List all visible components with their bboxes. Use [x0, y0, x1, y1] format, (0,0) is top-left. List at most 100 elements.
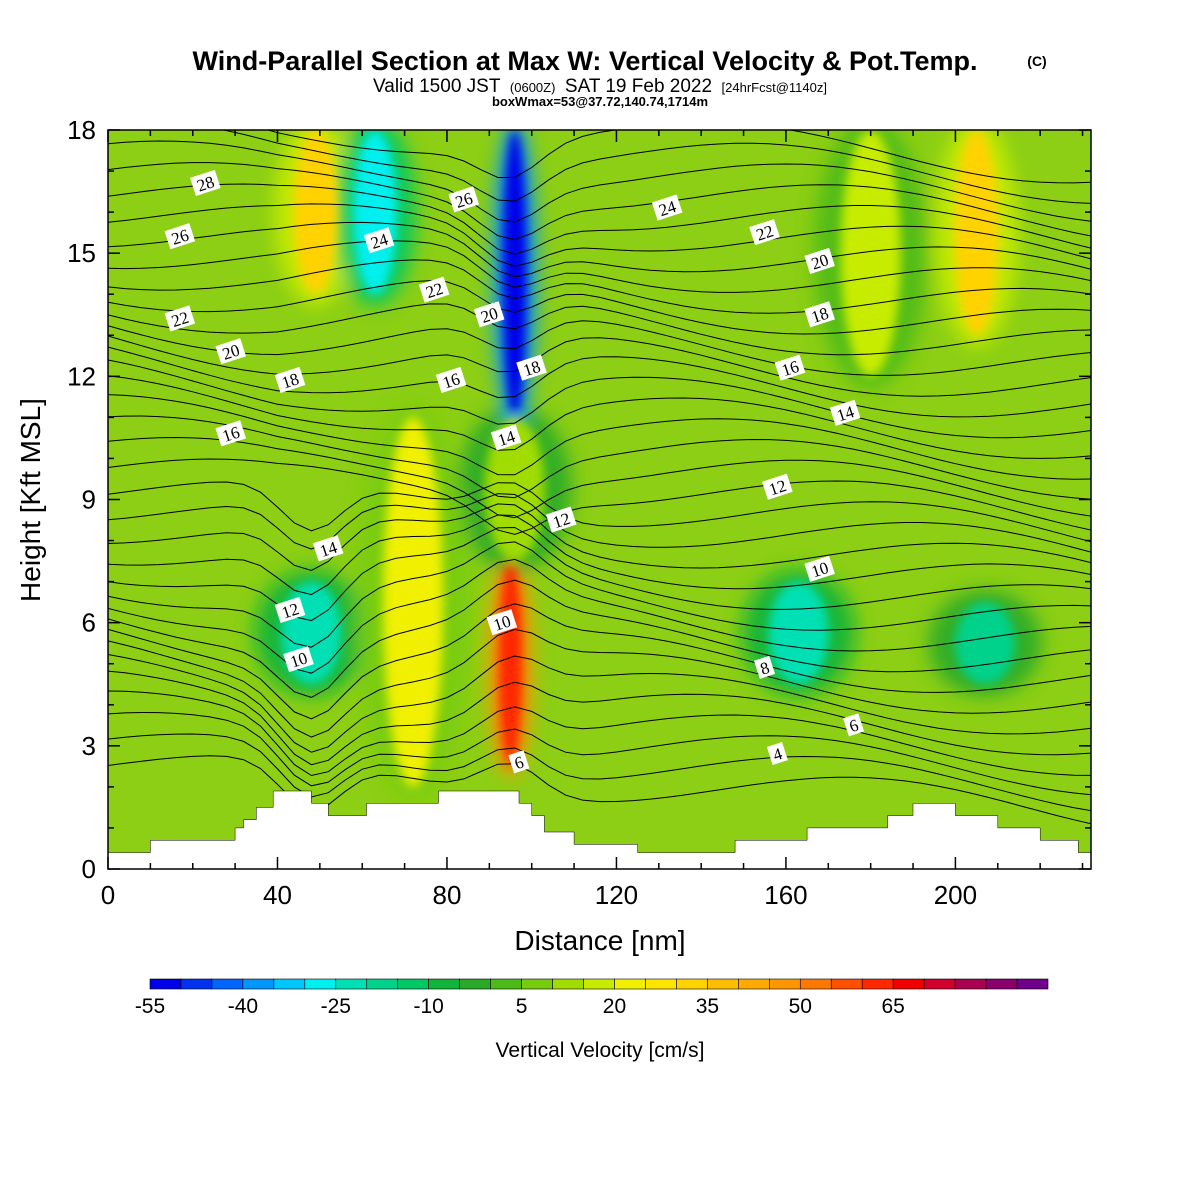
y-tick-label: 15 [67, 238, 96, 268]
svg-text:24: 24 [368, 229, 391, 252]
theta-label-14: 14 [312, 535, 344, 562]
theta-line [108, 394, 1091, 480]
y-tick-label: 9 [82, 485, 96, 515]
y-tick-label: 12 [67, 361, 96, 391]
theta-label-18: 18 [804, 301, 835, 328]
svg-text:20: 20 [809, 250, 831, 273]
theta-label-6: 6 [508, 750, 530, 774]
theta-line [108, 526, 1091, 622]
theta-line [108, 690, 1091, 777]
svg-text:18: 18 [809, 304, 831, 327]
colorbar-swatch [707, 978, 739, 990]
theta-line [108, 415, 1091, 500]
x-tick-label: 0 [101, 880, 115, 910]
theta-label-20: 20 [804, 247, 835, 274]
theta-line [108, 558, 1091, 674]
theta-label-18: 18 [516, 354, 547, 381]
y-tick-label: 6 [82, 608, 96, 638]
svg-text:18: 18 [521, 357, 543, 380]
theta-line [108, 140, 1091, 223]
x-tick-label: 80 [433, 880, 462, 910]
w-core-3 [293, 130, 338, 295]
theta-line [108, 541, 1091, 648]
colorbar: -55 -40 -25 -10 5 20 35 50 65 [135, 978, 1049, 1018]
theta-label-26: 26 [448, 186, 480, 213]
colorbar-swatch [459, 978, 491, 990]
svg-text:26: 26 [169, 226, 191, 249]
valid-time-line: Valid 1500 JST (0600Z) SAT 19 Feb 2022 [… [373, 76, 827, 97]
colorbar-swatch [1016, 978, 1049, 990]
vertical-velocity-field [254, 130, 1043, 799]
colorbar-swatch [304, 978, 337, 990]
y-axis: 0 3 6 9 12 15 18 [67, 115, 1091, 884]
theta-label-12: 12 [274, 596, 306, 623]
theta-contour-lines [108, 130, 1091, 825]
theta-line [108, 359, 1091, 439]
svg-text:16: 16 [440, 369, 462, 392]
w-core-0 [498, 561, 523, 767]
theta-line [108, 654, 1091, 753]
theta-label-10: 10 [283, 646, 314, 673]
theta-label-10: 10 [486, 609, 518, 636]
svg-text:22: 22 [169, 308, 191, 331]
theta-line [108, 579, 1091, 698]
theta-label-20: 20 [473, 301, 505, 328]
colorbar-swatch [799, 978, 832, 990]
y-tick-label: 18 [67, 115, 96, 145]
theta-label-24: 24 [651, 194, 683, 221]
colorbar-tick-label: -25 [321, 995, 351, 1018]
theta-label-10: 10 [804, 555, 835, 582]
theta-line [108, 183, 1091, 255]
theta-line [108, 203, 1091, 267]
svg-text:10: 10 [809, 558, 831, 581]
colorbar-tick-label: 20 [603, 995, 626, 1018]
x-tick-label: 120 [595, 880, 638, 910]
x-axis: 0 40 80 120 160 200 [101, 130, 1084, 910]
colorbar-label: Vertical Velocity [cm/s] [496, 1039, 705, 1062]
theta-line [108, 603, 1091, 720]
svg-text:20: 20 [478, 304, 500, 327]
theta-label-22: 22 [164, 305, 196, 332]
colorbar-swatch [521, 978, 553, 990]
theta-line [108, 670, 1091, 766]
theta-line [108, 628, 1091, 738]
theta-label-6: 6 [843, 713, 865, 737]
svg-text:28: 28 [195, 172, 217, 195]
theta-label-12: 12 [545, 506, 577, 533]
colorbar-swatch [552, 978, 584, 990]
colorbar-swatch [242, 978, 275, 990]
colorbar-swatch [583, 978, 615, 990]
svg-text:12: 12 [767, 476, 789, 499]
x-axis-label: Distance [nm] [514, 925, 685, 956]
theta-label-22: 22 [418, 276, 450, 303]
box-info: boxWmax=53@37.72,140.74,1714m [492, 94, 708, 109]
theta-line [108, 346, 1091, 418]
colorbar-swatch [211, 978, 244, 990]
svg-text:12: 12 [279, 599, 301, 622]
svg-text:20: 20 [220, 341, 242, 364]
colorbar-tick-label: 5 [516, 995, 528, 1018]
theta-label-28: 28 [190, 169, 221, 196]
colorbar-swatch [676, 978, 708, 990]
valid-date: SAT 19 Feb 2022 [565, 76, 712, 97]
svg-text:22: 22 [754, 221, 776, 244]
theta-line [108, 755, 1091, 825]
theta-label-8: 8 [754, 655, 776, 679]
theta-label-12: 12 [762, 473, 793, 500]
theta-line [108, 733, 1091, 812]
theta-label-14: 14 [829, 399, 861, 426]
x-tick-label: 160 [764, 880, 807, 910]
svg-text:16: 16 [220, 423, 242, 446]
colorbar-swatch [645, 978, 677, 990]
colorbar-swatch [769, 978, 801, 990]
theta-contour-labels: 4 6 6 8 10 10 10 12 12 12 14 14 14 16 16 16 18 18 18 20 20 20… [164, 169, 865, 774]
plot-area: 4 6 6 8 10 10 10 12 12 12 14 14 14 16 16 16 18 18 18 20 20 20… [108, 130, 1091, 869]
valid-prefix: Valid 1500 JST [373, 76, 501, 97]
theta-line [108, 493, 1091, 553]
theta-label-16: 16 [774, 354, 806, 381]
colorbar-swatch [861, 978, 894, 990]
svg-text:18: 18 [279, 369, 301, 392]
svg-text:10: 10 [491, 612, 513, 635]
w-core-8 [955, 602, 1016, 685]
colorbar-tick-label: -40 [228, 995, 258, 1018]
